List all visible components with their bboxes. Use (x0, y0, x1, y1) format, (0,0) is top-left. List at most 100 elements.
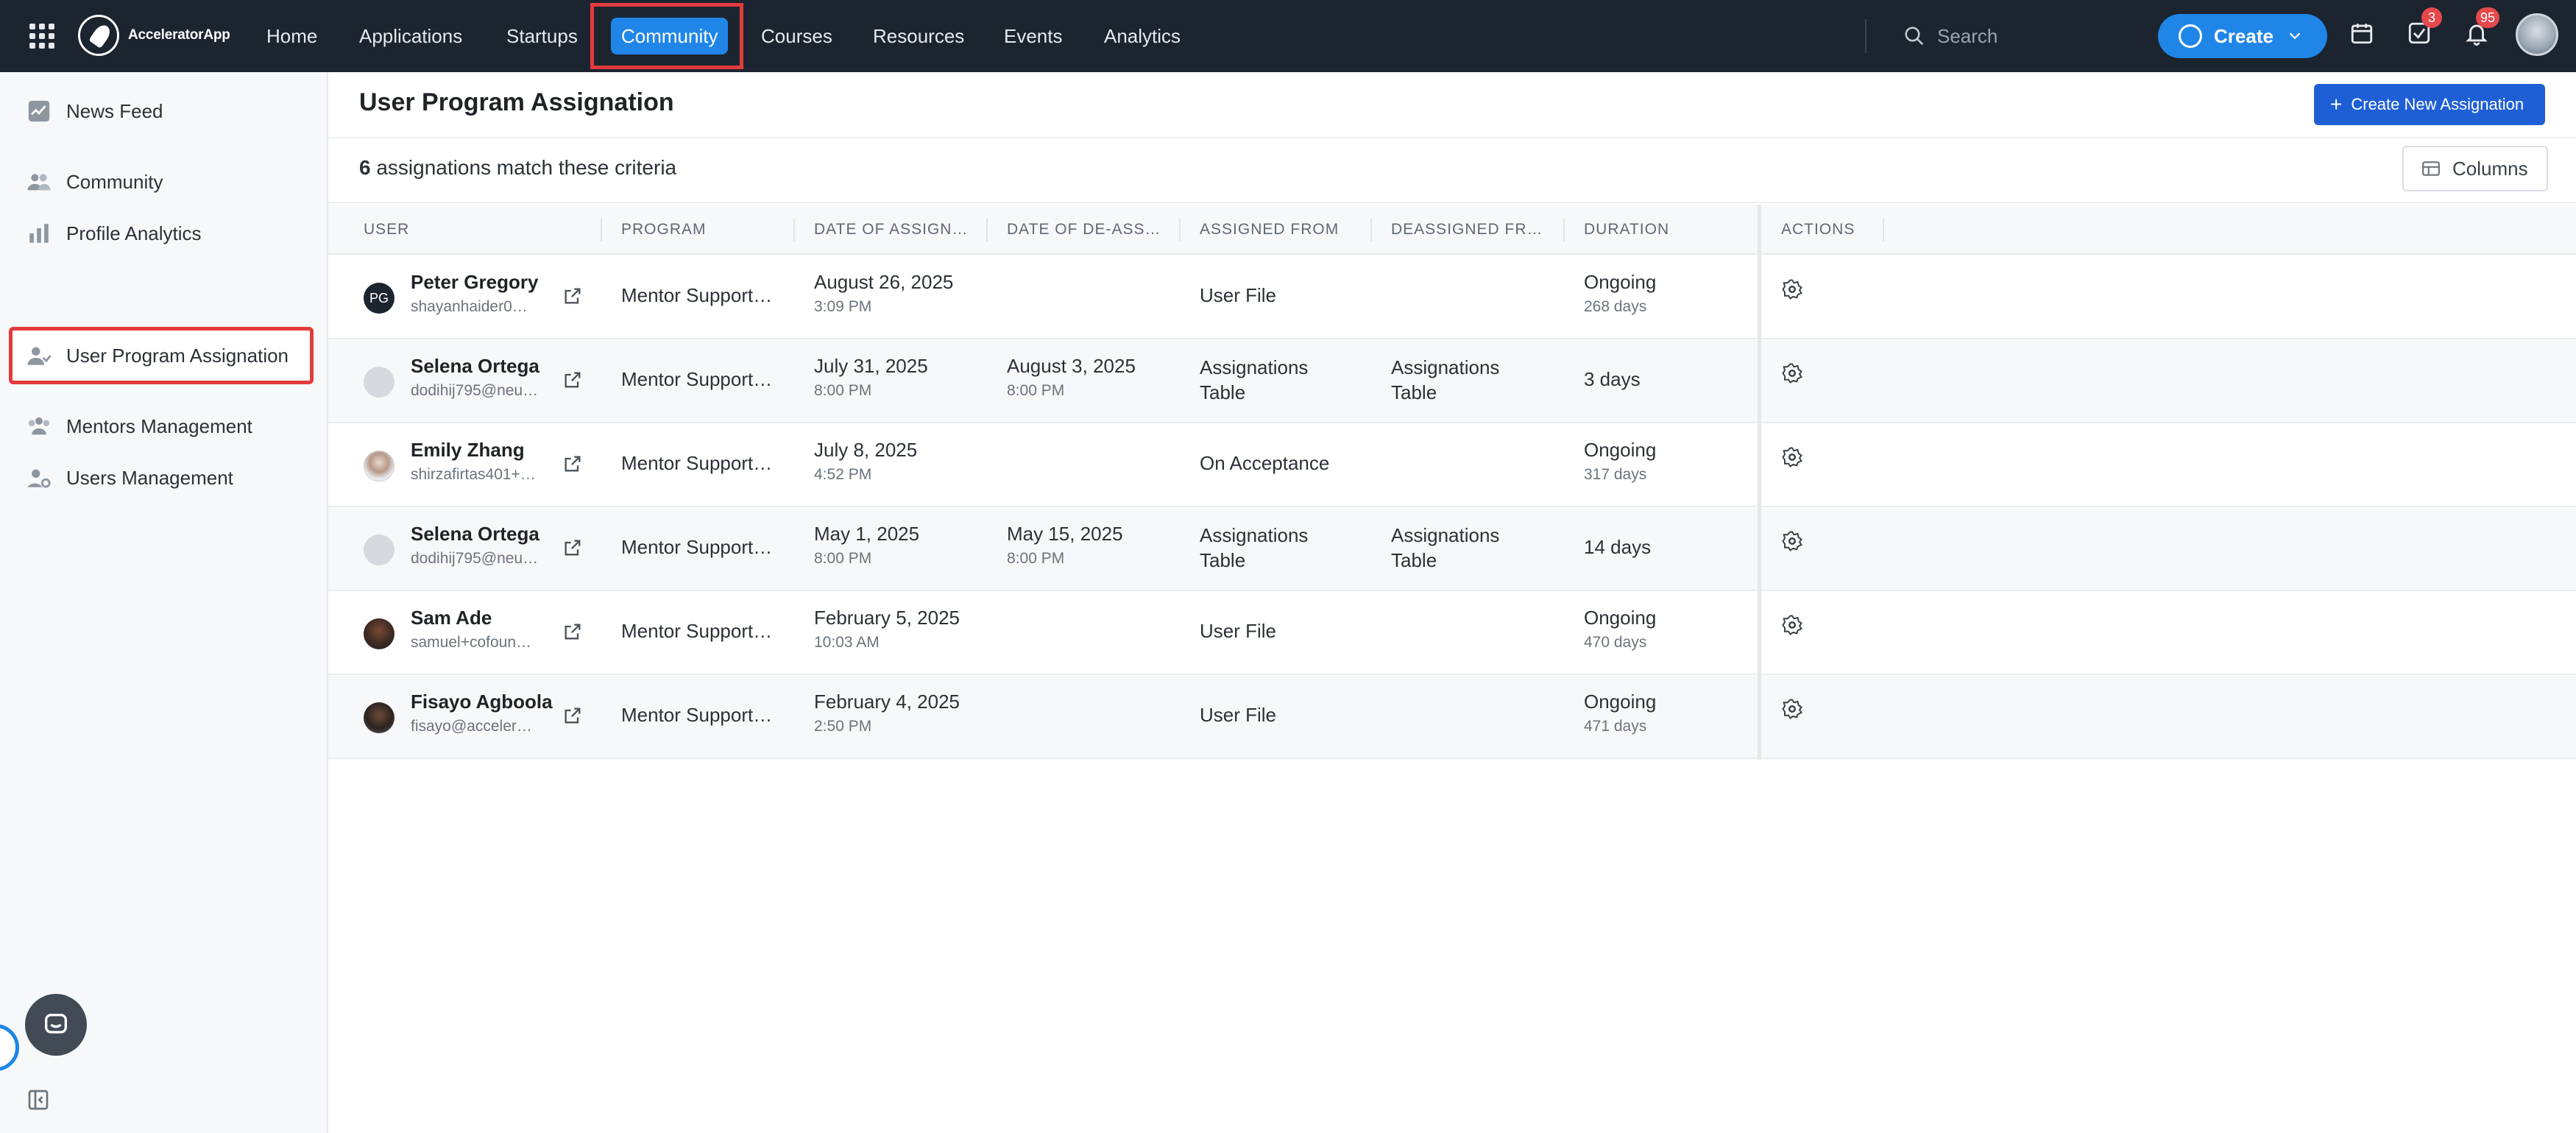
column-header-user[interactable]: USER (364, 221, 410, 238)
external-link-icon[interactable] (562, 286, 583, 306)
user-name[interactable]: Peter Gregory (411, 271, 539, 293)
sidebar-item-label: User Program Assignation (66, 344, 289, 367)
gear-icon[interactable] (1781, 362, 1803, 384)
sidebar-item-label: Profile Analytics (66, 222, 202, 244)
search-field[interactable]: Search (1903, 21, 1998, 52)
sidebar-item-news-feed[interactable]: News Feed (26, 93, 163, 130)
column-resize-handle[interactable] (1883, 218, 1884, 241)
column-header-duration[interactable]: DURATION (1584, 221, 1670, 238)
table-row[interactable]: Fisayo Agboola fisayo@acceler… Mentor Su… (328, 676, 2576, 759)
user-name[interactable]: Selena Ortega (411, 523, 539, 545)
nav-resources[interactable]: Resources (873, 25, 965, 47)
external-link-icon[interactable] (562, 370, 583, 390)
assign-date: July 31, 2025 (814, 355, 928, 377)
results-count: 6 assignations match these criteria (359, 156, 676, 180)
create-button[interactable]: Create (2158, 14, 2327, 58)
create-new-assignation-button[interactable]: + Create New Assignation (2314, 84, 2545, 125)
assign-time: 8:00 PM (814, 550, 872, 567)
assigned-from: Assignations (1200, 356, 1309, 378)
table-row[interactable]: PG Peter Gregory shayanhaider0… Mentor S… (328, 256, 2576, 339)
nav-community[interactable]: Community (611, 18, 729, 54)
assigned-from-line-2: Table (1200, 381, 1246, 403)
column-header-program[interactable]: PROGRAM (621, 221, 707, 238)
table-row[interactable]: Selena Ortega dodihij795@neu… Mentor Sup… (328, 340, 2576, 423)
gear-icon[interactable] (1781, 530, 1803, 552)
sidebar: News Feed Community Profile Analytics Us… (0, 72, 328, 1133)
nav-applications[interactable]: Applications (359, 25, 463, 47)
column-resize-handle[interactable] (1179, 218, 1181, 241)
assigned-from: User File (1200, 704, 1277, 726)
column-resize-handle[interactable] (793, 218, 795, 241)
table-row[interactable]: Sam Ade samuel+cofoun… Mentor Support… F… (328, 592, 2576, 675)
column-resize-handle[interactable] (1563, 218, 1565, 241)
sidebar-item-community[interactable]: Community (26, 163, 163, 200)
column-resize-handle[interactable] (1370, 218, 1372, 241)
gear-icon[interactable] (1781, 446, 1803, 468)
calendar-icon[interactable] (2349, 21, 2379, 50)
assign-date: August 26, 2025 (814, 271, 954, 293)
assign-date: May 1, 2025 (814, 523, 920, 545)
table-header: USER PROGRAM DATE OF ASSIGN… DATE OF DE-… (328, 205, 2576, 255)
nav-events[interactable]: Events (1004, 25, 1063, 47)
user-email: shayanhaider0… (411, 298, 528, 315)
assign-time: 10:03 AM (814, 634, 880, 651)
external-link-icon[interactable] (562, 705, 583, 726)
external-link-icon[interactable] (562, 621, 583, 642)
avatar: PG (364, 283, 394, 314)
gear-icon[interactable] (1781, 698, 1803, 720)
sidebar-item-mentors-management[interactable]: Mentors Management (26, 408, 252, 445)
nav-courses[interactable]: Courses (761, 25, 832, 47)
user-name[interactable]: Selena Ortega (411, 355, 539, 377)
column-header-deassigned-from[interactable]: DEASSIGNED FR… (1391, 221, 1543, 238)
column-header-date-of-deassignation[interactable]: DATE OF DE-ASS… (1007, 221, 1161, 238)
nav-startups[interactable]: Startups (506, 25, 578, 47)
column-header-actions: ACTIONS (1781, 221, 1855, 238)
tasks-icon[interactable]: 3 (2407, 7, 2442, 50)
gear-icon[interactable] (1781, 278, 1803, 300)
collapse-sidebar-icon[interactable] (26, 1088, 50, 1115)
table-icon (2422, 161, 2440, 176)
nav-analytics[interactable]: Analytics (1104, 25, 1181, 47)
sidebar-item-user-program-assignation[interactable]: User Program Assignation (26, 337, 289, 374)
column-resize-handle[interactable] (601, 218, 602, 241)
column-header-date-of-assignation[interactable]: DATE OF ASSIGN… (814, 221, 969, 238)
user-name[interactable]: Sam Ade (411, 607, 492, 629)
column-resize-handle[interactable] (986, 218, 988, 241)
user-avatar[interactable] (2516, 13, 2558, 56)
assign-time: 3:09 PM (814, 298, 872, 315)
user-name[interactable]: Emily Zhang (411, 439, 525, 461)
avatar (364, 451, 394, 481)
columns-button[interactable]: Columns (2402, 146, 2548, 191)
app-logo[interactable]: AcceleratorApp (78, 15, 230, 56)
user-gear-icon (27, 469, 51, 488)
bell-icon[interactable]: 95 (2464, 7, 2500, 50)
launcher-ring-icon[interactable] (0, 1024, 19, 1071)
sidebar-item-users-management[interactable]: Users Management (26, 459, 233, 496)
duration: Ongoing (1584, 439, 1657, 461)
duration-days: 471 days (1584, 718, 1647, 735)
avatar (364, 702, 394, 733)
sidebar-item-profile-analytics[interactable]: Profile Analytics (26, 215, 202, 252)
assigned-from-line-2: Table (1200, 549, 1246, 571)
duration-days: 317 days (1584, 466, 1647, 483)
apps-grid-icon[interactable] (29, 24, 54, 49)
user-email: shirzafirtas401+… (411, 466, 536, 483)
external-link-icon[interactable] (562, 537, 583, 558)
gear-icon[interactable] (1781, 614, 1803, 636)
user-name[interactable]: Fisayo Agboola (411, 691, 553, 713)
rocket-icon (2179, 24, 2202, 48)
table-row[interactable]: Emily Zhang shirzafirtas401+… Mentor Sup… (328, 424, 2576, 507)
create-new-assignation-label: Create New Assignation (2351, 95, 2524, 113)
notifications-badge: 95 (2476, 7, 2500, 28)
table-row[interactable]: Selena Ortega dodihij795@neu… Mentor Sup… (328, 508, 2576, 591)
user-email: dodihij795@neu… (411, 382, 539, 399)
chat-support-button[interactable] (25, 994, 87, 1056)
search-placeholder: Search (1937, 24, 1998, 47)
program-name: Mentor Support… (621, 704, 773, 726)
duration: 3 days (1584, 368, 1641, 390)
nav-home[interactable]: Home (266, 25, 318, 47)
assigned-from: User File (1200, 620, 1277, 642)
column-header-assigned-from[interactable]: ASSIGNED FROM (1200, 221, 1340, 238)
assign-time: 2:50 PM (814, 718, 872, 735)
external-link-icon[interactable] (562, 453, 583, 474)
